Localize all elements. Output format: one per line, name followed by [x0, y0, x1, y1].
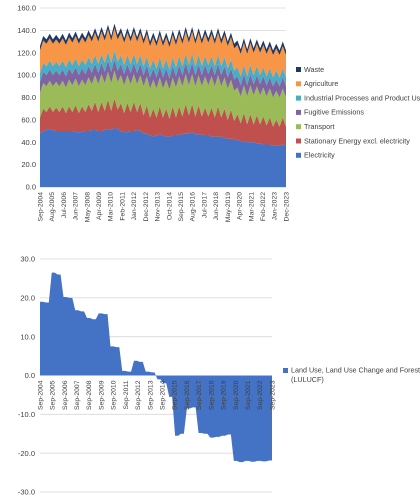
- chart1-x-tick-label: Feb-2022: [260, 192, 267, 221]
- chart1-area-industrial-processes-and-product-use: [40, 50, 286, 87]
- chart1-x-tick-label: Oct-2014: [166, 192, 173, 220]
- chart1-x-tick-label: Jan-2023: [272, 192, 279, 221]
- chart1-x-tick-label: Jan-2012: [131, 192, 138, 221]
- chart2-x-tick-label: Sep-2021: [245, 380, 252, 410]
- chart1-legend-swatch: [296, 109, 301, 115]
- chart2-x-tick-label: Sep-2018: [208, 380, 215, 410]
- chart1-x-tick-label: Dec-2023: [283, 192, 290, 222]
- chart1-y-tick-label: 80.0: [21, 93, 36, 102]
- chart1-area-agriculture: [40, 28, 286, 78]
- chart1-legend-swatch: [296, 124, 301, 130]
- chart1-area-electricity: [40, 127, 286, 187]
- chart1-y-tick-label: 20.0: [21, 160, 36, 169]
- chart1-legend-label: Waste: [304, 65, 324, 74]
- chart2-y-tick-label: -20.0: [18, 449, 35, 458]
- chart2-legend: Land Use, Land Use Change and Forestry (L…: [283, 366, 420, 385]
- chart1-x-tick-label: Jul-2017: [201, 192, 208, 218]
- chart1-areas: [40, 23, 286, 187]
- chart2-x-tick-label: Sep-2013: [147, 380, 154, 410]
- chart1-legend-swatch: [296, 152, 301, 158]
- chart1-x-tick-label: Nov-2013: [155, 192, 162, 222]
- chart1-legend-label: Electricity: [304, 151, 335, 160]
- chart2-x-tick-label: Sep-2006: [62, 380, 69, 410]
- chart1-legend: Waste Agriculture Industrial Processes and…: [296, 65, 420, 160]
- chart2-x-tick-label: Sep-2008: [86, 380, 93, 410]
- chart1-area-transport: [40, 70, 286, 127]
- chart1-legend-label: Transport: [304, 122, 335, 131]
- chart1-x-tick-label: Feb-2011: [119, 192, 126, 221]
- chart1-legend-swatch: [296, 81, 301, 87]
- chart2-x-tick-label: Sep-2017: [196, 380, 203, 410]
- chart2-y-tick-label: 10.0: [20, 332, 35, 341]
- chart1-y-tick-label: 160.0: [17, 4, 36, 13]
- chart2-x-tick-label: Sep-2020: [233, 380, 240, 410]
- chart1-y-tick-label: 40.0: [21, 138, 36, 147]
- chart1-y-tick-labels: 0.0 20.0 40.0 60.0 80.0 100.0 120.0 140.0 160.0: [17, 4, 36, 192]
- chart1-x-tick-label: Apr-2009: [96, 192, 103, 220]
- chart1-y-tick-label: 100.0: [17, 71, 36, 80]
- chart2-x-tick-label: Sep-2004: [37, 380, 44, 410]
- chart2-y-tick-label: -10.0: [18, 410, 35, 419]
- chart2-x-tick-label: Sep-2007: [74, 380, 81, 410]
- chart2-x-tick-label: Sep-2023: [269, 380, 276, 410]
- chart1-area-fugitive-emissions: [40, 59, 286, 98]
- chart1-legend-swatch: [296, 138, 301, 144]
- chart1-y-tick-label: 60.0: [21, 115, 36, 124]
- chart1-x-tick-labels: Sep-2004 Aug-2005 Jul-2006 Jun-2007 May-2008…: [37, 192, 290, 222]
- chart1-x-tick-label: Aug-2016: [190, 192, 197, 222]
- chart1-x-tick-label: Apr-2020: [237, 192, 244, 220]
- chart1-y-tick-label: 0.0: [26, 183, 36, 192]
- chart1-y-tick-label: 120.0: [17, 48, 36, 57]
- chart2-x-tick-label: Sep-2005: [50, 380, 57, 410]
- chart1-x-tick-label: Sep-2004: [37, 192, 44, 222]
- chart2-y-tick-labels: -30.0 -20.0 -10.0 0.0 10.0 20.0 30.0: [18, 255, 35, 497]
- chart1-x-tick-label: May-2019: [225, 192, 232, 222]
- chart1-x-tick-label: Jun-2007: [73, 192, 80, 221]
- chart2-y-tick-label: 0.0: [25, 371, 35, 380]
- chart2-area-land-use-land-use-change-and-forestry-lulucf: [40, 272, 272, 463]
- chart1-x-tick-label: Dec-2012: [143, 192, 150, 222]
- chart1-legend-swatch: [296, 67, 301, 72]
- chart1-legend-swatch: [296, 95, 301, 101]
- chart1-x-tick-label: Aug-2005: [49, 192, 56, 222]
- chart2-x-tick-label: Sep-2009: [98, 380, 105, 410]
- chart1-legend-label: Industrial Processes and Product Use: [304, 93, 420, 102]
- chart2-x-tick-label: Sep-2022: [257, 380, 264, 410]
- chart1-area-waste: [40, 23, 286, 55]
- chart1-legend-label: Fugitive Emissions: [304, 108, 364, 117]
- chart2-y-tick-label: 20.0: [20, 293, 35, 302]
- chart1-y-tick-label: 140.0: [17, 26, 36, 35]
- chart2-x-tick-label: Sep-2010: [111, 380, 118, 410]
- chart2-x-tick-label: Sep-2019: [221, 380, 228, 410]
- chart2-y-tick-label: -30.0: [18, 488, 35, 497]
- chart2-legend-label: Land Use, Land Use Change and Forestry (L…: [291, 366, 420, 385]
- chart1-x-tick-label: Sep-2015: [178, 192, 185, 222]
- chart2-x-tick-label: Sep-2015: [172, 380, 179, 410]
- chart2-legend-swatch: [283, 368, 288, 373]
- lulucf-area-chart: -30.0-20.0-10.00.010.020.030.0 Sep-2004 S…: [18, 255, 420, 497]
- chart2-areas: [40, 272, 272, 463]
- chart1-x-tick-label: Jul-2006: [61, 192, 68, 218]
- chart1-legend-label: Agriculture: [304, 79, 338, 88]
- chart1-x-tick-label: Jun-2018: [213, 192, 220, 221]
- emissions-stacked-area-chart: 0.020.040.060.080.0100.0120.0140.0160.0 …: [17, 4, 420, 223]
- chart1-x-tick-label: Mar-2010: [108, 192, 115, 221]
- chart2-y-tick-label: 30.0: [20, 255, 35, 264]
- chart2-x-tick-label: Sep-2012: [135, 380, 142, 410]
- chart2-x-tick-label: Sep-2014: [160, 380, 167, 410]
- chart1-area-stationary-energy-excl-electricity: [40, 98, 286, 146]
- chart2-x-tick-labels: Sep-2004 Sep-2005 Sep-2006 Sep-2007 Sep-2008…: [37, 380, 276, 410]
- chart2-x-tick-label: Sep-2016: [184, 380, 191, 410]
- chart2-x-tick-label: Sep-2011: [123, 380, 130, 409]
- chart1-legend-label: Stationary Energy excl. electricity: [304, 136, 410, 145]
- chart1-x-tick-label: May-2008: [84, 192, 91, 222]
- chart1-x-tick-label: Mar-2021: [248, 192, 255, 221]
